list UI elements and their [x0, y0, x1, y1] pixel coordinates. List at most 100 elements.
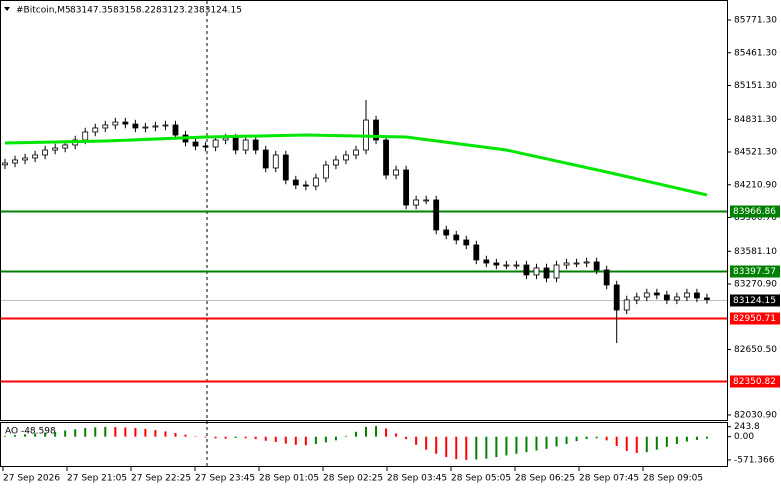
y-tick-label: 82030.90	[734, 410, 777, 420]
x-tick-label: 28 Sep 02:25	[323, 474, 383, 484]
x-tick-label: 28 Sep 06:25	[515, 474, 575, 484]
candle-body	[262, 149, 269, 169]
candle-body	[272, 154, 279, 169]
price-level-label: 82350.82	[733, 377, 776, 387]
candle-body	[483, 259, 490, 264]
ao-tick-label: 0.00	[734, 432, 754, 442]
candle-body	[333, 159, 339, 166]
candle-body	[12, 159, 18, 164]
candle-body	[673, 296, 680, 301]
candle-body	[603, 269, 610, 286]
menu-arrow	[4, 7, 10, 11]
y-tick-label: 84210.90	[734, 180, 777, 190]
candle-body	[92, 127, 99, 133]
candle-body	[252, 139, 259, 151]
candle-body	[202, 145, 209, 148]
candle-body	[423, 199, 430, 202]
candle-body	[633, 296, 640, 301]
candle-body	[593, 261, 600, 271]
price-level-label: 83397.57	[733, 267, 776, 277]
candle-body	[493, 262, 500, 266]
candle-body	[473, 244, 480, 261]
y-tick-label: 85461.30	[734, 48, 777, 58]
x-tick-label: 28 Sep 01:05	[259, 474, 319, 484]
candle-body	[122, 121, 129, 125]
candle-body	[433, 199, 440, 231]
candle-body	[443, 229, 450, 236]
candle-body	[302, 184, 309, 187]
header-price: 83147.35	[70, 6, 113, 16]
candle-body	[453, 234, 460, 241]
candle-body	[22, 157, 28, 161]
candle-body	[383, 139, 389, 176]
candle-body	[292, 179, 299, 186]
candle-body	[553, 264, 560, 279]
y-tick-label: 83900.70	[734, 213, 777, 223]
candle-body	[403, 169, 410, 206]
moving-average	[4, 133, 708, 197]
candle-body	[343, 154, 349, 161]
price-level-box	[730, 294, 780, 307]
candle-body	[222, 137, 229, 141]
candle-body	[523, 264, 530, 276]
candle-body	[353, 149, 359, 156]
x-tick-label: 28 Sep 09:05	[643, 474, 703, 484]
price-level-label: 83124.15	[733, 296, 776, 306]
y-tick-label: 82650.50	[734, 345, 777, 355]
ao-tick-label: 243.8	[734, 422, 760, 432]
chart-title: #Bitcoin,M5	[16, 6, 71, 16]
candle-body	[232, 137, 239, 151]
candle-body	[2, 162, 8, 166]
candle-body	[82, 131, 89, 141]
candle-body	[152, 125, 159, 128]
x-tick-label: 27 Sep 2026	[3, 474, 60, 484]
candle-body	[132, 123, 139, 129]
price-level-box	[730, 265, 780, 278]
candle-body	[172, 124, 179, 136]
candle-body	[573, 262, 580, 265]
price-level-box	[730, 312, 780, 325]
x-tick-label: 28 Sep 03:45	[387, 474, 447, 484]
candle-body	[282, 154, 289, 181]
candle-body	[543, 267, 550, 279]
candle-body	[32, 154, 38, 159]
ao-label: AO -48.598	[5, 427, 56, 437]
header-price: 83124.15	[199, 6, 242, 16]
candle-body	[623, 299, 630, 311]
candle-body	[563, 262, 570, 266]
candle-body	[212, 139, 219, 148]
candle-body	[242, 139, 249, 151]
x-tick-label: 27 Sep 22:25	[131, 474, 191, 484]
candle-body	[583, 261, 590, 264]
candle-body	[142, 126, 149, 129]
price-level-box	[730, 205, 780, 218]
candle-body	[663, 294, 670, 301]
candle-body	[102, 124, 109, 129]
candle-body	[653, 292, 660, 296]
price-level-box	[730, 375, 780, 388]
candle-body	[312, 177, 319, 187]
candle-body	[373, 119, 379, 141]
candle-body	[192, 141, 199, 147]
candle-body	[322, 164, 329, 179]
x-tick-label: 28 Sep 05:05	[451, 474, 511, 484]
candle-body	[112, 121, 119, 126]
header-price: 83158.22	[113, 6, 156, 16]
y-tick-label: 84521.30	[734, 148, 777, 158]
ao-tick-label: -571.366	[734, 455, 775, 465]
candle-body	[513, 264, 520, 267]
candle-body	[42, 149, 49, 156]
y-tick-label: 83270.90	[734, 280, 777, 290]
candle-body	[643, 292, 650, 298]
candle-body	[463, 239, 470, 246]
candle-body	[533, 267, 540, 276]
candle-body	[694, 292, 700, 299]
price-level-label: 82950.71	[733, 314, 776, 324]
y-tick-label: 84831.30	[734, 115, 777, 125]
x-tick-label: 27 Sep 23:45	[195, 474, 255, 484]
candle-body	[413, 199, 420, 206]
y-tick-label: 85151.30	[734, 81, 777, 91]
candle-body	[162, 124, 169, 127]
candle-body	[683, 292, 690, 298]
